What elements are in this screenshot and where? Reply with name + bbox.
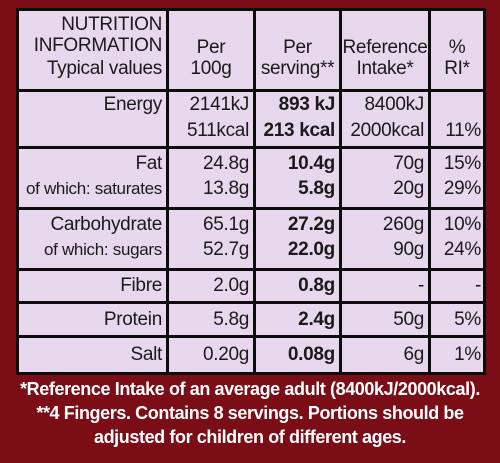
header-ri-line-2: Intake* — [356, 58, 414, 79]
energy-kj-serving: 893 kJ — [278, 94, 336, 115]
row-label-sugars: of which: sugars — [43, 240, 162, 259]
saturates-pct: 29% — [443, 178, 481, 199]
row-divider — [19, 268, 483, 271]
salt-pct: 1% — [454, 344, 481, 365]
row-divider — [19, 335, 483, 338]
row-divider — [19, 89, 483, 92]
nutrition-table: NUTRITION INFORMATION Typical values Per… — [16, 8, 486, 375]
column-divider — [339, 11, 342, 372]
fibre-serving: 0.8g — [298, 275, 335, 296]
header-ri-line-1: Reference — [342, 37, 428, 58]
column-divider — [166, 11, 169, 372]
fibre-ri: - — [417, 275, 424, 296]
saturates-ri: 20g — [393, 178, 424, 199]
header-title-line-1: NUTRITION — [61, 14, 162, 35]
carbohydrate-pct: 10% — [443, 214, 481, 235]
energy-kcal-ri: 2000kcal — [350, 120, 424, 141]
sugars-serving: 22.0g — [287, 239, 335, 260]
energy-kcal-per100: 511kcal — [187, 120, 249, 141]
header-serving-line-2: serving** — [260, 58, 335, 79]
row-label-fat: Fat — [135, 153, 162, 174]
sugars-ri: 90g — [393, 239, 424, 260]
header-serving-line-1: Per — [283, 37, 312, 58]
protein-ri: 50g — [393, 309, 424, 330]
fat-per100: 24.8g — [202, 153, 249, 174]
energy-kj-ri: 8400kJ — [364, 94, 425, 115]
header-pct-line-1: % — [448, 37, 466, 58]
sugars-pct: 24% — [443, 239, 481, 260]
header-pct-line-2: RI* — [444, 58, 470, 79]
protein-pct: 5% — [454, 309, 481, 330]
fat-pct: 15% — [443, 153, 481, 174]
fat-serving: 10.4g — [287, 153, 335, 174]
protein-per100: 5.8g — [213, 309, 249, 330]
footnote-reference-intake: *Reference Intake of an average adult (8… — [20, 379, 480, 399]
energy-kj-per100: 2141kJ — [189, 94, 250, 115]
energy-kcal-serving: 213 kcal — [263, 120, 335, 141]
footnote-children: adjusted for children of different ages. — [93, 427, 407, 447]
header-title-line-2: INFORMATION — [33, 35, 163, 56]
row-label-energy: Energy — [103, 94, 163, 115]
carbohydrate-per100: 65.1g — [202, 214, 249, 235]
row-label-saturates: of which: saturates — [25, 179, 162, 198]
salt-per100: 0.20g — [202, 344, 249, 365]
salt-serving: 0.08g — [287, 344, 335, 365]
fat-ri: 70g — [393, 153, 424, 174]
header-per100-line-2: 100g — [190, 58, 232, 79]
saturates-per100: 13.8g — [202, 178, 249, 199]
footnote-servings: **4 Fingers. Contains 8 servings. Portio… — [36, 403, 464, 423]
row-label-salt: Salt — [130, 344, 162, 365]
sugars-per100: 52.7g — [202, 239, 249, 260]
row-label-carbohydrate: Carbohydrate — [50, 214, 162, 235]
row-label-protein: Protein — [103, 309, 162, 330]
row-label-fibre: Fibre — [120, 275, 162, 296]
header-per100-line-1: Per — [196, 37, 226, 58]
protein-serving: 2.4g — [298, 309, 335, 330]
salt-ri: 6g — [403, 344, 424, 365]
column-divider — [253, 11, 256, 372]
saturates-serving: 5.8g — [298, 178, 335, 199]
row-divider — [19, 301, 483, 304]
column-divider — [428, 11, 431, 372]
header-title-line-3: Typical values — [46, 58, 162, 79]
carbohydrate-ri: 260g — [382, 214, 424, 235]
fibre-pct: - — [474, 275, 481, 296]
fibre-per100: 2.0g — [213, 275, 249, 296]
carbohydrate-serving: 27.2g — [287, 214, 335, 235]
energy-pct: 11% — [445, 120, 481, 141]
row-divider — [19, 207, 483, 210]
row-divider — [19, 146, 483, 149]
